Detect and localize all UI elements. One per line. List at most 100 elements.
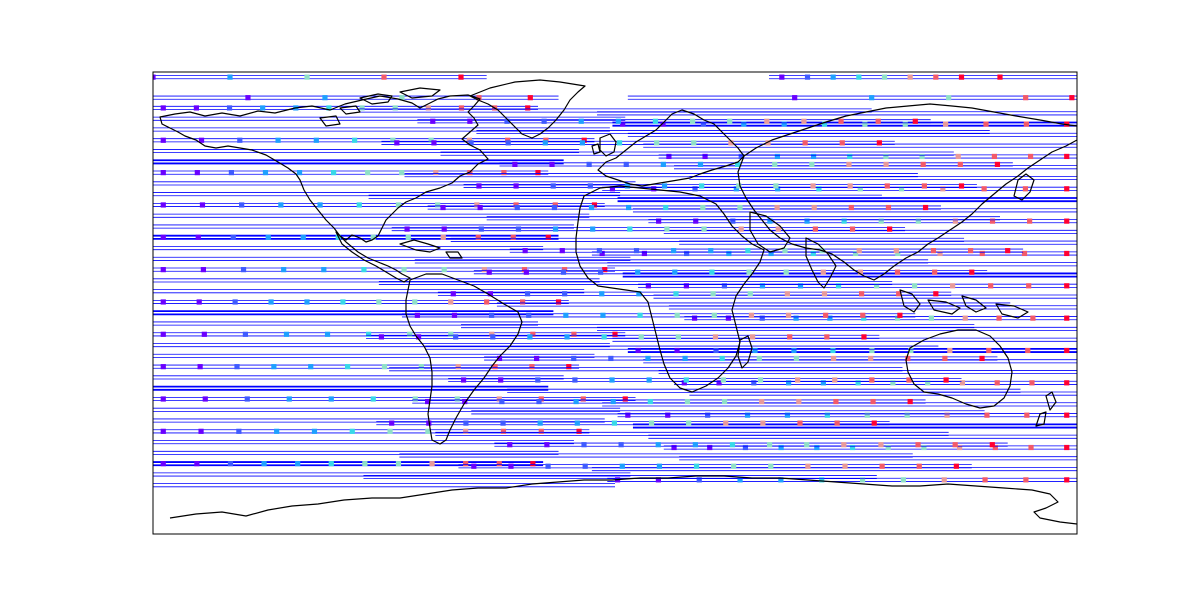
footprint-marker [624,183,631,189]
footprint-marker [665,412,671,418]
footprint-marker [441,226,447,232]
footprint-marker [681,380,687,386]
swath-track [153,353,595,358]
footprint-marker [775,226,781,232]
swath-track [153,213,590,218]
coastline-north-america [159,94,489,243]
footprint-marker [441,267,447,273]
swath-track [153,278,600,283]
footprint-marker [759,315,765,321]
footprint-marker [859,477,866,483]
footprint-marker [979,250,985,257]
footprint-marker [550,183,556,189]
footprint-marker [720,377,726,383]
footprint-marker [730,218,736,224]
footprint-marker [768,250,774,257]
footprint-marker [324,331,331,337]
footprint-marker [699,183,705,189]
footprint-marker [359,105,365,111]
coastline-africa [575,185,765,393]
footprint-marker [1022,186,1029,192]
footprint-marker [838,118,844,124]
footprint-marker [768,463,774,469]
footprint-marker [349,428,355,434]
footprint-marker [666,153,672,160]
footprint-marker [869,377,875,383]
footprint-marker [856,248,862,254]
swath-track [153,321,538,326]
footprint-marker [784,412,791,418]
footprint-marker [786,380,792,386]
footprint-marker [655,442,661,448]
footprint-marker [308,364,314,370]
footprint-marker [513,183,519,189]
footprint-marker [654,140,660,146]
footprint-marker [693,463,700,469]
footprint-marker [440,204,446,211]
swath-track [153,461,544,467]
footprint-marker [586,161,592,167]
footprint-marker [160,105,166,111]
footprint-marker [597,269,604,275]
footprint-marker [237,137,243,143]
footprint-marker [571,355,577,362]
footprint-marker [637,312,643,318]
footprint-marker [765,140,771,146]
swath-track [404,173,918,178]
footprint-marker [555,299,562,305]
coastline-madagascar [737,335,753,369]
swath-track [153,224,574,229]
footprint-marker [236,428,242,434]
footprint-marker [959,380,966,386]
footprint-marker [1064,380,1070,386]
footprint-marker [512,161,518,167]
footprint-marker [378,334,385,340]
footprint-marker [952,218,959,224]
footprint-marker [778,444,784,451]
footprint-marker [448,299,454,305]
footprint-marker [572,377,578,383]
footprint-marker [496,461,502,467]
swath-track [499,161,1013,167]
footprint-marker [983,121,989,127]
footprint-marker [660,161,666,167]
footprint-marker [622,396,628,402]
footprint-marker [693,218,699,224]
swath-track [458,463,972,469]
footprint-marker [608,355,614,362]
footprint-marker [366,331,372,337]
swath-track [440,151,954,156]
coastline-south-america [405,273,523,445]
footprint-marker [957,161,963,167]
footprint-marker [731,463,737,469]
footprint-marker [797,420,803,426]
footprint-marker [898,186,905,192]
footprint-marker [697,161,704,167]
footprint-marker [453,334,459,340]
footprint-marker [551,204,557,211]
footprint-marker [915,218,921,224]
footprint-marker [842,463,848,469]
footprint-marker [981,186,987,192]
footprint-marker [760,420,766,426]
coastline-europe [597,109,745,187]
footprint-marker [841,442,847,448]
footprint-marker [160,234,166,240]
footprint-marker [286,396,292,402]
coastline-japan [1013,173,1035,201]
footprint-marker [475,234,481,240]
footprint-marker [759,283,766,289]
footprint-marker [869,95,875,101]
footprint-marker [792,95,798,101]
footprint-marker [847,183,853,189]
footprint-marker [611,420,618,426]
footprint-marker [619,463,625,469]
footprint-marker [591,202,598,208]
footprint-marker [1064,218,1070,224]
footprint-marker [376,299,382,305]
footprint-marker [648,420,655,426]
footprint-marker [735,161,741,167]
footprint-marker [652,118,659,124]
footprint-marker [750,334,756,340]
footprint-marker [274,428,280,434]
